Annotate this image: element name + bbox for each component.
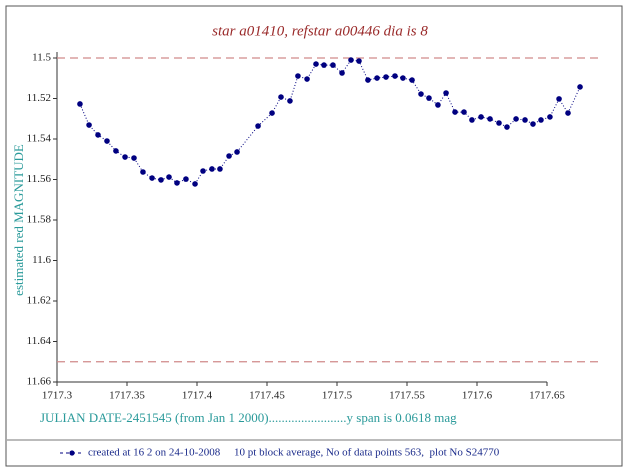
x-tick-label: 1717.45 — [249, 390, 285, 402]
legend-label: created at 16 2 on 24-10-2008 10 pt bloc… — [88, 447, 500, 459]
data-point — [547, 114, 553, 120]
data-point — [95, 132, 101, 138]
data-point — [166, 174, 172, 180]
data-point — [304, 76, 310, 82]
data-point — [400, 75, 406, 81]
frame — [5, 5, 623, 467]
data-point — [295, 73, 301, 79]
chart-title: star a01410, refstar a00446 dia is 8 — [212, 23, 428, 39]
data-point — [409, 77, 415, 83]
data-point — [577, 84, 583, 90]
data-point — [339, 70, 345, 76]
x-axis-label: JULIAN DATE-2451545 (from Jan 1 2000)...… — [40, 410, 457, 425]
y-tick-label: 11.54 — [27, 133, 52, 145]
data-point — [174, 180, 180, 186]
data-point — [348, 57, 354, 63]
data-point — [269, 110, 275, 116]
data-point — [183, 176, 189, 182]
y-tick-label: 11.66 — [27, 376, 52, 388]
data-point — [530, 121, 536, 127]
y-tick-label: 11.64 — [27, 335, 52, 347]
data-point — [158, 177, 164, 183]
y-axis-label: estimated red MAGNITUDE — [11, 144, 26, 296]
data-point — [209, 166, 215, 172]
data-point — [104, 138, 110, 144]
legend-marker — [69, 450, 75, 456]
data-point — [192, 181, 198, 187]
data-point — [556, 96, 562, 102]
data-point — [278, 94, 284, 100]
data-point — [426, 95, 432, 101]
data-point — [149, 175, 155, 181]
data-point — [113, 148, 119, 154]
x-tick-label: 1717.3 — [42, 390, 73, 402]
data-point — [418, 91, 424, 97]
y-tick-label: 11.5 — [32, 52, 51, 64]
x-tick-label: 1717.55 — [389, 390, 425, 402]
data-point — [522, 117, 528, 123]
x-tick-label: 1717.6 — [462, 390, 493, 402]
data-point — [496, 120, 502, 126]
y-tick-label: 11.52 — [27, 92, 51, 104]
data-point — [392, 73, 398, 79]
data-point — [565, 110, 571, 116]
data-point — [321, 62, 327, 68]
data-point — [374, 75, 380, 81]
data-point — [443, 90, 449, 96]
data-point — [538, 117, 544, 123]
data-point — [469, 117, 475, 123]
x-tick-label: 1717.65 — [529, 390, 565, 402]
data-point — [86, 122, 92, 128]
data-point — [77, 101, 83, 107]
data-point — [234, 149, 240, 155]
data-point — [122, 154, 128, 160]
data-point — [365, 77, 371, 83]
x-tick-label: 1717.35 — [109, 390, 145, 402]
data-point — [383, 74, 389, 80]
data-point — [513, 116, 519, 122]
data-point — [356, 58, 362, 64]
y-tick-label: 11.62 — [27, 295, 51, 307]
x-tick-label: 1717.4 — [182, 390, 213, 402]
data-point — [200, 168, 206, 174]
data-point — [217, 166, 223, 172]
x-tick-label: 1717.5 — [322, 390, 353, 402]
data-line — [79, 59, 581, 185]
y-tick-label: 11.58 — [27, 214, 52, 226]
y-tick-label: 11.56 — [27, 173, 52, 185]
data-point — [478, 114, 484, 120]
data-point — [226, 153, 232, 159]
data-point — [287, 98, 293, 104]
data-point — [330, 62, 336, 68]
data-point — [435, 102, 441, 108]
data-point — [255, 123, 261, 129]
data-point — [461, 109, 467, 115]
y-tick-label: 11.6 — [32, 254, 51, 266]
data-point — [452, 109, 458, 115]
data-point — [313, 61, 319, 67]
data-point — [140, 169, 146, 175]
data-point — [131, 155, 137, 161]
data-point — [504, 124, 510, 130]
data-point — [487, 116, 493, 122]
